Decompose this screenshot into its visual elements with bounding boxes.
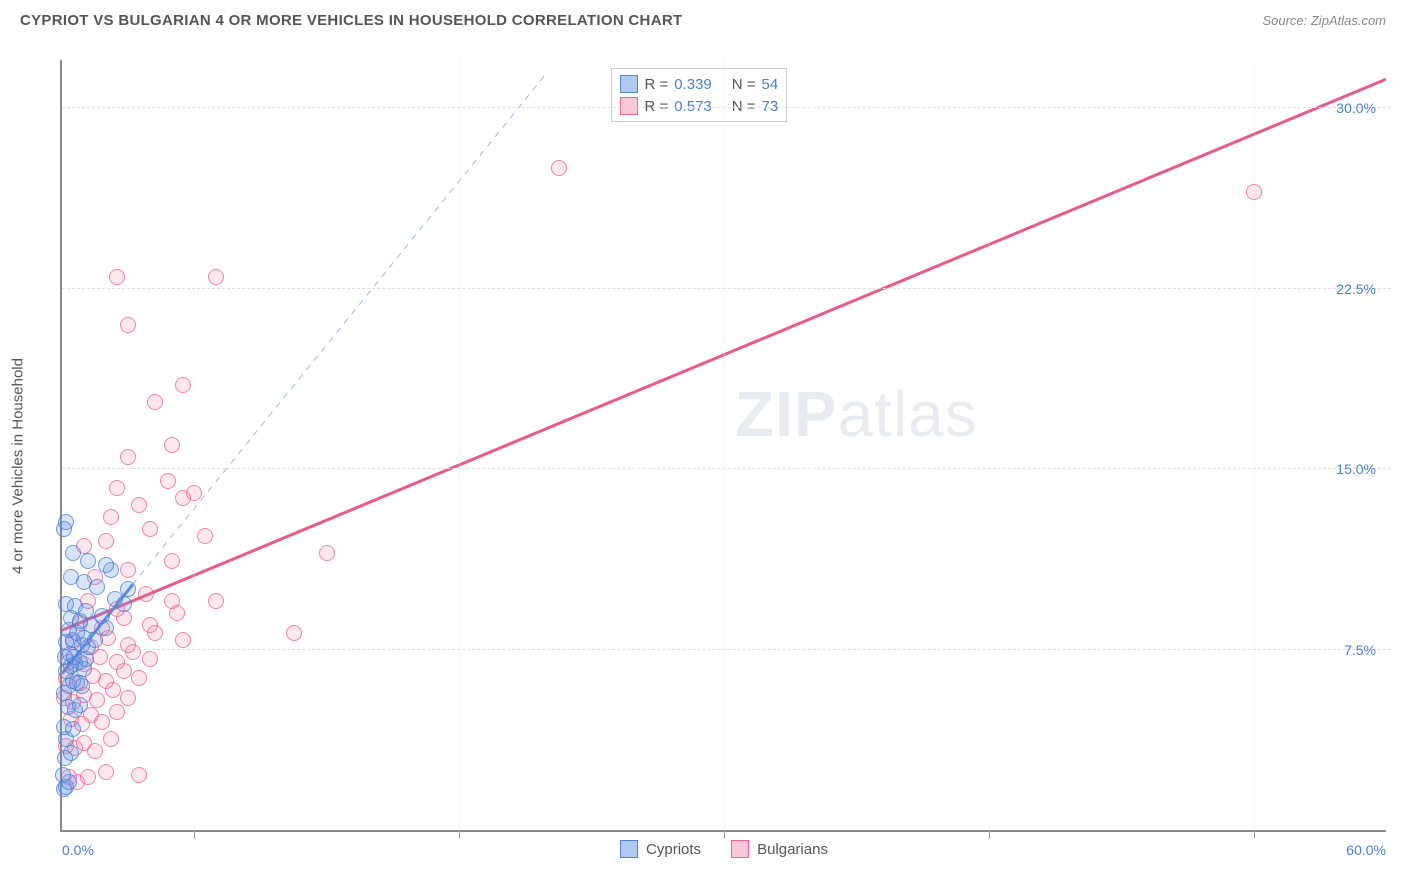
scatter-point	[109, 704, 125, 720]
scatter-point	[63, 745, 79, 761]
legend: Cypriots Bulgarians	[620, 840, 828, 858]
stats-row-cypriots: R = 0.339 N = 54	[620, 73, 778, 95]
scatter-point	[131, 670, 147, 686]
swatch-icon	[620, 840, 638, 858]
grid-line-h	[62, 288, 1391, 289]
scatter-point	[164, 593, 180, 609]
scatter-point	[142, 521, 158, 537]
scatter-point	[175, 632, 191, 648]
scatter-point	[78, 603, 94, 619]
y-tick-label: 22.5%	[1336, 281, 1376, 297]
x-tick-label: 0.0%	[62, 842, 94, 858]
scatter-point	[551, 160, 567, 176]
scatter-point	[89, 579, 105, 595]
stat-r-label: R =	[644, 98, 668, 115]
grid-line-h	[62, 107, 1391, 108]
scatter-point	[65, 721, 81, 737]
stat-n-label: N =	[732, 76, 756, 93]
scatter-point	[160, 473, 176, 489]
scatter-point	[61, 774, 77, 790]
swatch-icon	[731, 840, 749, 858]
scatter-point	[1246, 184, 1262, 200]
scatter-point	[98, 557, 114, 573]
scatter-point	[116, 596, 132, 612]
scatter-point	[98, 673, 114, 689]
legend-item-bulgarians: Bulgarians	[731, 840, 828, 858]
plot-area: ZIPatlas R = 0.339 N = 54 R = 0.573 N = …	[60, 60, 1386, 832]
stats-row-bulgarians: R = 0.573 N = 73	[620, 95, 778, 117]
scatter-point	[131, 767, 147, 783]
scatter-point	[120, 449, 136, 465]
scatter-point	[94, 714, 110, 730]
scatter-point	[142, 617, 158, 633]
source-attribution: Source: ZipAtlas.com	[1262, 13, 1386, 28]
scatter-point	[197, 528, 213, 544]
scatter-point	[120, 562, 136, 578]
y-tick-label: 30.0%	[1336, 100, 1376, 116]
stat-r-value: 0.573	[674, 98, 712, 115]
scatter-point	[72, 697, 88, 713]
grid-line-v	[194, 60, 195, 835]
scatter-point	[109, 480, 125, 496]
y-tick-label: 7.5%	[1344, 642, 1376, 658]
scatter-point	[175, 377, 191, 393]
scatter-point	[208, 593, 224, 609]
scatter-point	[120, 690, 136, 706]
watermark-light: atlas	[838, 378, 978, 450]
scatter-point	[120, 581, 136, 597]
watermark: ZIPatlas	[735, 377, 978, 451]
scatter-point	[80, 769, 96, 785]
scatter-point	[103, 509, 119, 525]
stat-n-value: 73	[762, 98, 779, 115]
swatch-icon	[620, 75, 638, 93]
scatter-point	[109, 654, 125, 670]
scatter-point	[103, 731, 119, 747]
scatter-point	[94, 608, 110, 624]
stat-n-value: 54	[762, 76, 779, 93]
scatter-point	[80, 553, 96, 569]
stat-r-value: 0.339	[674, 76, 712, 93]
scatter-point	[98, 764, 114, 780]
chart-container: 4 or more Vehicles in Household ZIPatlas…	[0, 40, 1406, 892]
scatter-point	[286, 625, 302, 641]
scatter-point	[109, 269, 125, 285]
legend-label: Cypriots	[646, 841, 701, 858]
chart-title: CYPRIOT VS BULGARIAN 4 OR MORE VEHICLES …	[20, 12, 682, 29]
scatter-point	[142, 651, 158, 667]
y-axis-label: 4 or more Vehicles in Household	[10, 358, 27, 574]
y-tick-label: 15.0%	[1336, 461, 1376, 477]
watermark-bold: ZIP	[735, 378, 838, 450]
swatch-icon	[620, 97, 638, 115]
scatter-point	[131, 497, 147, 513]
x-tick-label: 60.0%	[1346, 842, 1386, 858]
grid-line-v	[724, 60, 725, 835]
scatter-point	[65, 545, 81, 561]
scatter-point	[89, 692, 105, 708]
scatter-point	[319, 545, 335, 561]
grid-line-h	[62, 649, 1391, 650]
legend-item-cypriots: Cypriots	[620, 840, 701, 858]
stat-r-label: R =	[644, 76, 668, 93]
scatter-point	[208, 269, 224, 285]
grid-line-v	[989, 60, 990, 835]
scatter-point	[58, 514, 74, 530]
grid-line-v	[459, 60, 460, 835]
scatter-point	[138, 586, 154, 602]
scatter-point	[164, 553, 180, 569]
header: CYPRIOT VS BULGARIAN 4 OR MORE VEHICLES …	[0, 0, 1406, 40]
grid-line-h	[62, 468, 1391, 469]
scatter-point	[87, 743, 103, 759]
scatter-point	[147, 394, 163, 410]
stat-n-label: N =	[732, 98, 756, 115]
scatter-point	[186, 485, 202, 501]
scatter-point	[74, 678, 90, 694]
scatter-point	[120, 317, 136, 333]
stats-box: R = 0.339 N = 54 R = 0.573 N = 73	[611, 68, 787, 122]
legend-label: Bulgarians	[757, 841, 828, 858]
grid-line-v	[1254, 60, 1255, 835]
scatter-point	[164, 437, 180, 453]
scatter-point	[98, 533, 114, 549]
scatter-point	[120, 637, 136, 653]
